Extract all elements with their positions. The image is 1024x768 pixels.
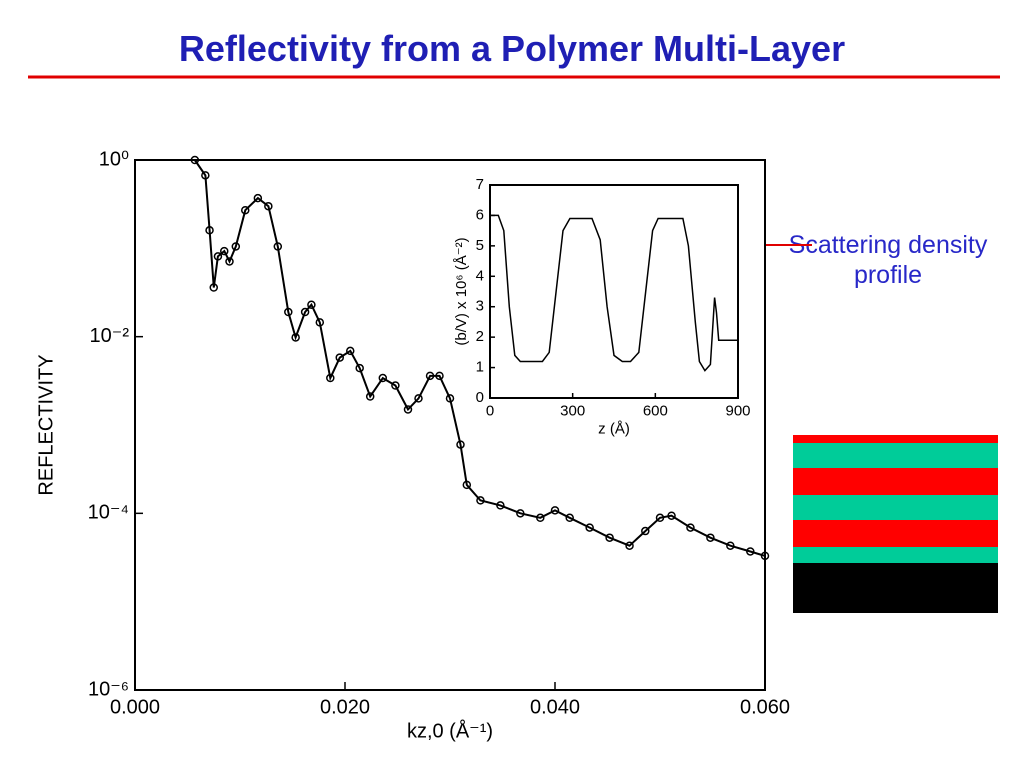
- y-tick-label: 10⁻⁴: [88, 502, 129, 524]
- data-point: [706, 533, 715, 542]
- data-point: [355, 363, 364, 373]
- data-point: [462, 480, 472, 490]
- data-point: [315, 318, 325, 327]
- data-point: [213, 252, 223, 261]
- data-point: [435, 371, 444, 381]
- data-point: [403, 405, 413, 414]
- layer-stack: [793, 435, 998, 613]
- data-point: [585, 523, 594, 532]
- substrate: [793, 563, 998, 613]
- layer: [793, 443, 998, 468]
- layer: [793, 468, 998, 495]
- layer: [793, 435, 998, 443]
- data-point: [391, 381, 400, 390]
- x-tick-label: 0: [486, 402, 494, 419]
- data-point: [307, 300, 316, 309]
- data-point: [253, 193, 263, 203]
- data-point: [225, 257, 234, 266]
- plot-frame: [489, 184, 739, 399]
- layer: [793, 547, 998, 563]
- data-point: [760, 551, 770, 561]
- data-point: [686, 523, 695, 532]
- x-tick-label: 0.040: [530, 696, 580, 718]
- x-tick-label: 600: [643, 402, 668, 419]
- x-axis-label: z (Å): [598, 420, 630, 437]
- y-tick-label: 5: [476, 237, 484, 254]
- data-point: [264, 201, 273, 211]
- data-point: [496, 501, 505, 510]
- data-point: [516, 509, 525, 518]
- y-tick-label: 4: [476, 267, 484, 284]
- data-point: [378, 373, 388, 383]
- data-point: [209, 283, 218, 292]
- x-tick-label: 0.060: [740, 696, 790, 718]
- y-tick-label: 6: [476, 206, 484, 223]
- data-point: [641, 526, 650, 536]
- annotation: Scattering density profile: [788, 231, 988, 289]
- data-point: [655, 513, 665, 523]
- data-point: [625, 541, 634, 550]
- data-point: [365, 392, 375, 401]
- y-tick-label: 1: [476, 359, 484, 376]
- data-point: [476, 496, 485, 505]
- data-point: [536, 513, 545, 523]
- data-point: [300, 307, 310, 317]
- data-point: [414, 394, 423, 403]
- y-tick-label: 10⁻²: [90, 325, 130, 347]
- x-tick-label: 300: [560, 402, 585, 419]
- slide-title: Reflectivity from a Polymer Multi-Layer: [178, 28, 846, 69]
- data-point: [445, 394, 455, 403]
- x-tick-label: 0.000: [110, 696, 160, 718]
- data-point: [746, 547, 755, 556]
- data-point: [205, 226, 214, 235]
- x-axis-label: kz,0 (Å⁻¹): [407, 719, 493, 742]
- y-tick-label: 7: [476, 176, 484, 193]
- x-tick-label: 900: [725, 402, 750, 419]
- data-point: [284, 307, 293, 317]
- data-point: [231, 242, 241, 251]
- x-tick-label: 0.020: [320, 696, 370, 718]
- data-point: [201, 171, 210, 180]
- data-point: [456, 440, 465, 449]
- data-point: [605, 533, 614, 542]
- y-tick-label: 3: [476, 298, 484, 315]
- data-point: [190, 155, 200, 165]
- data-point: [273, 242, 283, 251]
- data-point: [326, 373, 335, 383]
- data-point: [667, 511, 676, 520]
- y-axis-label: (b/V) x 10⁶ (Å⁻²): [453, 237, 470, 345]
- y-tick-label: 10⁻⁶: [88, 678, 129, 700]
- data-point: [346, 346, 355, 356]
- y-tick-label: 2: [476, 328, 484, 345]
- data-point: [335, 353, 344, 362]
- y-axis-label: REFLECTIVITY: [35, 354, 57, 495]
- data-point: [220, 246, 229, 256]
- y-tick-label: 10⁰: [99, 148, 129, 170]
- data-point: [550, 506, 560, 515]
- data-point: [241, 205, 250, 215]
- data-point: [726, 541, 735, 550]
- data-point: [565, 513, 574, 523]
- data-point: [291, 333, 300, 342]
- data-line: [490, 214, 738, 372]
- layer: [793, 520, 998, 547]
- y-tick-label: 0: [476, 389, 484, 406]
- data-point: [425, 371, 435, 381]
- layer: [793, 495, 998, 520]
